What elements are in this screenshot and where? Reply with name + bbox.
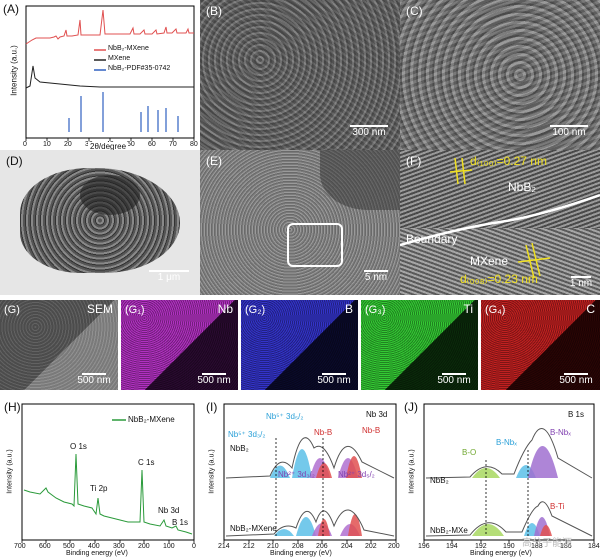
scale-bar-b: 300 nm bbox=[344, 125, 394, 138]
xrd-trace-nbb2-mxene bbox=[25, 9, 194, 45]
xps-survey-chart bbox=[21, 403, 195, 543]
xps-survey-trace bbox=[23, 453, 193, 535]
panel-i-label: (I) bbox=[206, 400, 218, 414]
panel-h-xps-survey: (H) NbB₂-MXene O 1s Ti 2p C 1s Nb 3d B 1… bbox=[0, 398, 200, 559]
g1-label: (G₁) bbox=[125, 304, 145, 316]
eds-map-b: (G₂) B 500 nm bbox=[241, 300, 358, 390]
nb3d-xticks: 214 212 210 208 206 204 202 200 bbox=[218, 543, 400, 550]
scale-bar-f: 1 nm bbox=[569, 276, 593, 289]
nb3d-chart bbox=[223, 403, 397, 543]
scale-bar-g2: 500 nm bbox=[317, 373, 351, 386]
g2-element: B bbox=[344, 302, 353, 316]
xps-survey-legend: NbB₂-MXene bbox=[128, 415, 175, 424]
b1s-peak-bo: B-O bbox=[462, 448, 477, 457]
panel-c-sem: (C) 100 nm bbox=[400, 0, 600, 150]
eds-map-nb: (G₁) Nb 500 nm bbox=[121, 300, 238, 390]
eds-map-sem: (G) SEM 500 nm bbox=[0, 300, 118, 390]
g1-element: Nb bbox=[217, 302, 233, 316]
b1s-ylabel: Intensity (a.u.) bbox=[408, 449, 416, 494]
b1s-series-2: NbB₂-MXe bbox=[430, 526, 468, 535]
xrd-trace-mxene bbox=[25, 65, 194, 89]
xps-survey-xticks: 700 600 500 400 300 200 100 0 bbox=[14, 543, 196, 550]
f-mxene: MXene bbox=[470, 254, 509, 268]
panel-d-tem: (D) 1 μm bbox=[0, 150, 200, 295]
peak-nb3d: Nb 3d bbox=[158, 506, 180, 515]
panel-j-label: (J) bbox=[404, 400, 418, 414]
selection-box bbox=[287, 223, 343, 267]
panel-h-label: (H) bbox=[4, 400, 21, 414]
b1s-peak-bnb-2: B-Nbₓ bbox=[550, 428, 571, 437]
nb3d-series-1: NbB₂ bbox=[230, 444, 249, 453]
scale-bar-g4: 500 nm bbox=[559, 373, 593, 386]
b1s-title: B 1s bbox=[568, 410, 585, 419]
f-nbb2: NbB₂ bbox=[508, 180, 537, 194]
nb3d-peak-nb5-52: Nb⁵⁺ 3d₅/₂ bbox=[266, 412, 304, 421]
nb3d-peak-nb5-32: Nb⁵⁺ 3d₃/₂ bbox=[228, 430, 266, 439]
xps-survey-ylabel: Intensity (a.u.) bbox=[6, 449, 14, 494]
b1s-xticks: 196 194 192 190 188 186 184 bbox=[418, 543, 600, 550]
g-label: (G) bbox=[4, 304, 20, 316]
g3-element: Ti bbox=[463, 302, 473, 316]
f-d100: d₍₁₀₀₎=0.27 nm bbox=[470, 154, 547, 168]
xrd-chart bbox=[25, 5, 195, 141]
nb3d-peak-nbb-1: Nb-B bbox=[314, 428, 333, 437]
watermark: 高分子能源 bbox=[522, 538, 572, 549]
g-element: SEM bbox=[86, 302, 113, 316]
peak-b1s: B 1s bbox=[172, 518, 189, 527]
panel-g-eds-row: (G) SEM 500 nm (G₁) Nb 500 nm (G₂) B 500… bbox=[0, 300, 600, 390]
xrd-xlabel-visible: 2θ/degree bbox=[88, 142, 129, 151]
nb3d-peak-nbb-2: Nb-B bbox=[362, 426, 381, 435]
b1s-series-1: NbB₂ bbox=[430, 476, 449, 485]
b1s-peak-bti: B-Ti bbox=[550, 502, 565, 511]
xrd-legend-3: NbB₂-PDF#35-0742 bbox=[108, 65, 171, 72]
panel-e-label: (E) bbox=[206, 154, 222, 168]
b1s-chart bbox=[423, 403, 595, 543]
panel-d-label: (D) bbox=[6, 154, 23, 168]
b1s-xlabel: Binding energy (eV) bbox=[470, 550, 532, 557]
nb3d-peak-nb2-52: Nb²⁺ 3d₅/₂ bbox=[338, 470, 375, 479]
g3-label: (G₃) bbox=[365, 304, 386, 316]
g4-element: C bbox=[586, 302, 595, 316]
scale-bar-g1: 500 nm bbox=[197, 373, 231, 386]
panel-f-lattice: (F) d₍₁₀₀₎=0.27 nm NbB₂ Boundary MXene d… bbox=[400, 150, 600, 295]
f-d008: d₍₀₀₈₎=0.23 nm bbox=[460, 272, 538, 286]
eds-map-c: (G₄) C 500 nm bbox=[481, 300, 600, 390]
eds-map-ti: (G₃) Ti 500 nm bbox=[361, 300, 478, 390]
f-boundary: Boundary bbox=[406, 232, 458, 246]
panel-c-label: (C) bbox=[406, 4, 423, 18]
panel-b-sem: (B) 300 nm bbox=[200, 0, 400, 150]
scale-bar-g: 500 nm bbox=[77, 373, 111, 386]
lattice-annotations bbox=[400, 157, 600, 279]
xrd-legend-1: NbB₂-MXene bbox=[108, 45, 149, 52]
panel-a-label: (A) bbox=[3, 2, 19, 16]
scale-bar-g3: 500 nm bbox=[437, 373, 471, 386]
panel-b-label: (B) bbox=[206, 4, 222, 18]
nb3d-xlabel: Binding energy (eV) bbox=[270, 550, 332, 557]
panel-i-nb3d: (I) Nb 3d NbB₂ NbB₂-MXene Nb⁵⁺ 3d₃/₂ Nb⁵… bbox=[200, 398, 400, 559]
nb3d-ylabel: Intensity (a.u.) bbox=[208, 449, 216, 494]
g4-label: (G₄) bbox=[485, 304, 506, 316]
nb3d-title: Nb 3d bbox=[366, 410, 388, 419]
xps-survey-xlabel: Binding energy (eV) bbox=[66, 550, 128, 557]
panel-a-xrd: (A) NbB₂-MXene MXene NbB₂-PDF#35-0742 In… bbox=[0, 0, 200, 150]
panel-j-b1s: (J) B 1s NbB₂ NbB₂-MXe B-O B-Nbₓ B-Nbₓ B… bbox=[400, 398, 600, 559]
b1s-peak-bnb-1: B-Nbₓ bbox=[496, 438, 517, 447]
scale-bar-e: 5 nm bbox=[364, 270, 388, 283]
scale-bar-c: 100 nm bbox=[544, 125, 594, 138]
peak-o1s: O 1s bbox=[70, 442, 87, 451]
nb3d-peak-nb2-32: Nb²⁺ 3d₃/₂ bbox=[278, 470, 315, 479]
xrd-ylabel: Intensity (a.u.) bbox=[9, 45, 19, 96]
scale-bar-d: 1 μm bbox=[144, 270, 194, 283]
peak-c1s: C 1s bbox=[138, 458, 155, 467]
peak-ti2p: Ti 2p bbox=[90, 484, 108, 493]
g2-label: (G₂) bbox=[245, 304, 266, 316]
panel-f-label: (F) bbox=[406, 154, 422, 168]
xrd-legend-2: MXene bbox=[108, 55, 131, 62]
nb3d-series-2: NbB₂-MXene bbox=[230, 524, 277, 533]
panel-e-hrtem: (E) 5 nm bbox=[200, 150, 400, 295]
xrd-pdf-sticks bbox=[68, 92, 179, 132]
